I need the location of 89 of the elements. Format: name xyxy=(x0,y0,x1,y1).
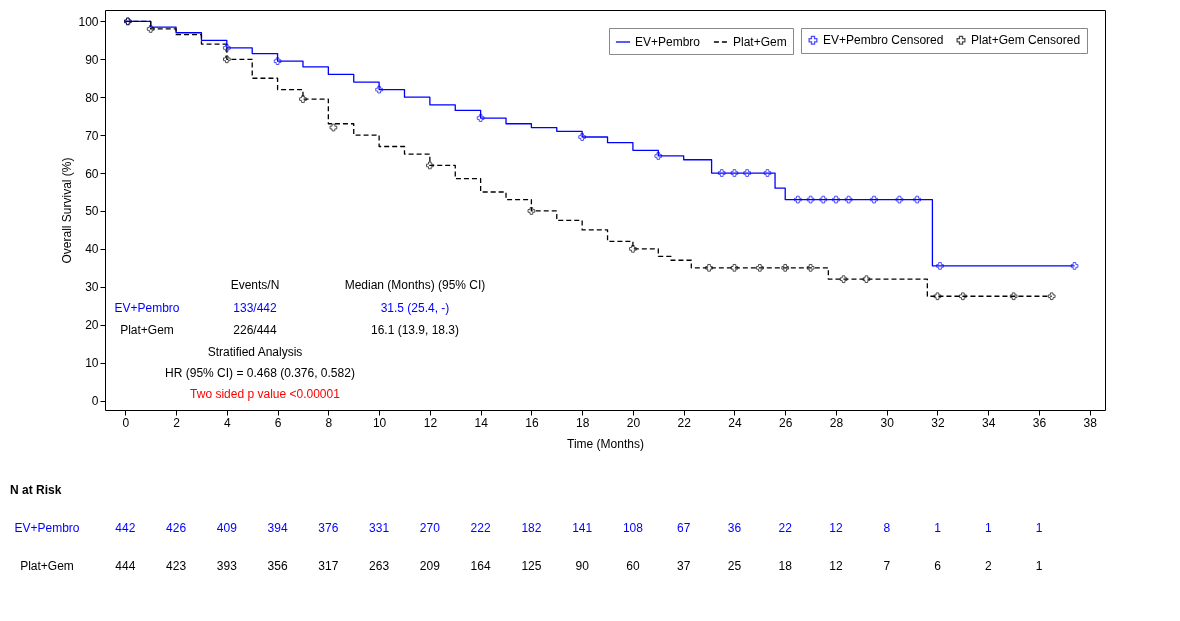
annotation: Stratified Analysis xyxy=(207,345,303,359)
text: 209 xyxy=(419,559,441,573)
x-tick-label: 38 xyxy=(1083,415,1098,430)
y-tick-label: 70 xyxy=(85,128,99,143)
text: 90 xyxy=(575,559,590,573)
text: 141 xyxy=(572,521,593,535)
x-tick-label: 32 xyxy=(931,415,945,430)
annotation: HR (95% CI) = 0.468 (0.376, 0.582) xyxy=(165,366,355,380)
text: 37 xyxy=(677,559,691,573)
text: 12 xyxy=(829,521,843,535)
x-tick-label: 18 xyxy=(575,415,590,430)
text: EV+Pembro xyxy=(14,521,80,535)
y-tick-label: 0 xyxy=(91,394,99,409)
x-tick-label: 26 xyxy=(779,415,793,430)
text: 1 xyxy=(934,521,942,535)
annotation: 16.1 (13.9, 18.3) xyxy=(370,323,460,337)
text: 2 xyxy=(984,559,992,573)
text: 270 xyxy=(419,521,441,535)
x-tick-label: 8 xyxy=(325,415,333,430)
y-tick-label: 80 xyxy=(85,90,99,105)
text: 331 xyxy=(369,521,390,535)
text: 376 xyxy=(318,521,339,535)
text: 442 xyxy=(115,521,136,535)
legend-label: EV+Pembro xyxy=(635,35,701,49)
x-axis-title: Time (Months) xyxy=(567,436,644,451)
x-tick-label: 12 xyxy=(423,415,438,430)
x-tick-label: 24 xyxy=(728,415,742,430)
text: 60 xyxy=(626,559,640,573)
annotation: Two sided p value <0.00001 xyxy=(190,387,341,401)
text: 222 xyxy=(470,521,491,535)
text: Plat+Gem xyxy=(20,559,74,573)
x-tick-label: 16 xyxy=(525,415,539,430)
y-tick-label: 90 xyxy=(85,52,99,67)
y-tick-label: 20 xyxy=(85,318,99,333)
text: 22 xyxy=(778,521,793,535)
y-tick-label: 50 xyxy=(85,204,99,219)
text: 426 xyxy=(166,521,187,535)
text: 356 xyxy=(267,559,288,573)
text: 125 xyxy=(521,559,542,573)
legend-label: Plat+Gem xyxy=(733,35,787,49)
text: 423 xyxy=(166,559,187,573)
y-tick-label: 10 xyxy=(85,356,99,371)
text: 182 xyxy=(521,521,542,535)
x-tick-label: 6 xyxy=(274,415,282,430)
x-tick-label: 14 xyxy=(474,415,489,430)
annotation: Plat+Gem xyxy=(120,323,174,337)
text: N at Risk xyxy=(10,483,62,497)
text: 444 xyxy=(115,559,136,573)
x-tick-label: 22 xyxy=(677,415,692,430)
x-tick-label: 36 xyxy=(1032,415,1047,430)
x-tick-label: 34 xyxy=(982,415,996,430)
y-tick-label: 40 xyxy=(85,242,99,257)
text: 1 xyxy=(1035,521,1043,535)
x-tick-label: 28 xyxy=(829,415,844,430)
annotation: 31.5 (25.4, -) xyxy=(380,301,450,315)
y-tick-label: 100 xyxy=(78,14,99,29)
y-axis-title: Overall Survival (%) xyxy=(60,157,75,264)
text: 12 xyxy=(829,559,843,573)
x-tick-label: 30 xyxy=(880,415,895,430)
annotation: EV+Pembro xyxy=(114,301,180,315)
text: 1 xyxy=(1035,559,1043,573)
text: 18 xyxy=(778,559,793,573)
x-tick-label: 2 xyxy=(173,415,181,430)
x-tick-label: 0 xyxy=(122,415,130,430)
legend-label: EV+Pembro Censored xyxy=(823,33,944,48)
x-tick-label: 20 xyxy=(626,415,641,430)
text: 409 xyxy=(216,521,238,535)
text: 8 xyxy=(883,521,891,535)
text: 6 xyxy=(934,559,942,573)
annotation: Events/N xyxy=(230,278,280,292)
text: 263 xyxy=(369,559,390,573)
annotation: Median (Months) (95% CI) xyxy=(344,278,486,292)
text: 1 xyxy=(984,521,992,535)
text: 317 xyxy=(318,559,339,573)
x-tick-label: 4 xyxy=(223,415,231,430)
text: 7 xyxy=(883,559,891,573)
text: 108 xyxy=(622,521,644,535)
text: 36 xyxy=(727,521,742,535)
text: 67 xyxy=(677,521,691,535)
text: 164 xyxy=(470,559,491,573)
annotation: 226/444 xyxy=(233,323,278,337)
x-tick-label: 10 xyxy=(372,415,387,430)
annotation: 133/442 xyxy=(233,301,278,315)
y-tick-label: 30 xyxy=(85,280,99,295)
text: 25 xyxy=(727,559,742,573)
text: 393 xyxy=(216,559,238,573)
y-tick-label: 60 xyxy=(85,166,99,181)
legend-label: Plat+Gem Censored xyxy=(971,33,1081,48)
text: 394 xyxy=(267,521,288,535)
